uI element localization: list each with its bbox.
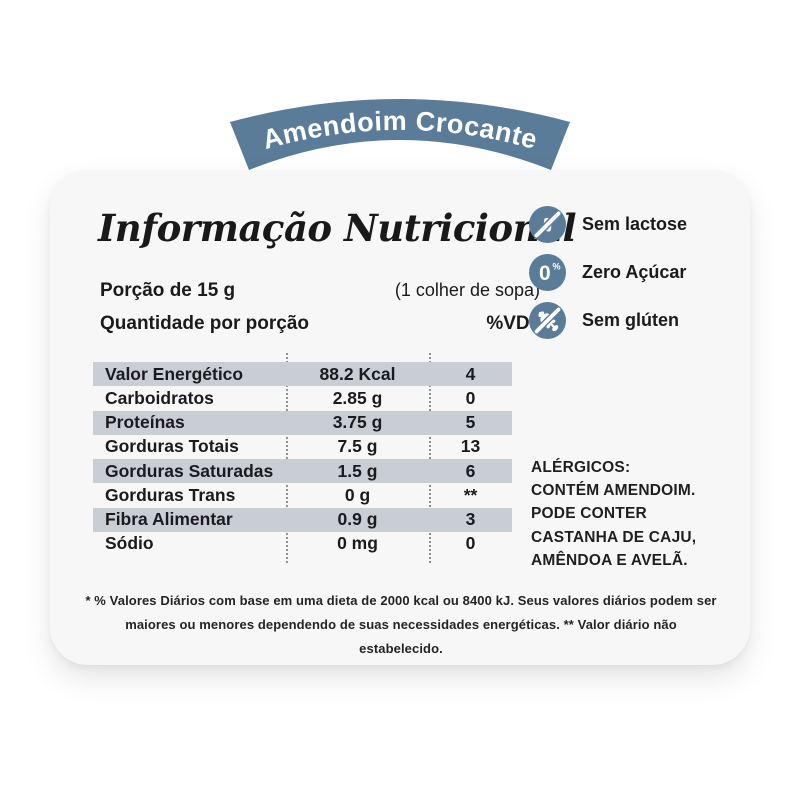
nutrient-name: Carboidratos [105, 387, 214, 408]
ribbon-banner-shape: Amendoim Crocante [230, 99, 570, 170]
table-row: Proteínas 3.75 g 5 [93, 410, 512, 435]
allergen-line: CASTANHA DE CAJU, [531, 528, 697, 546]
no-lactose-icon [529, 206, 566, 243]
nutrient-dv: 4 [465, 363, 476, 384]
portion-row: Porção de 15 g (1 colher de sopa) [100, 280, 540, 302]
column-divider [286, 353, 288, 563]
allergen-line: PODE CONTER [531, 505, 647, 523]
nutrition-card: Informação Nutricional Porção de 15 g (1… [50, 170, 750, 665]
nutrient-value: 7.5 g [337, 436, 378, 457]
claim-badges: Sem lactose 0 % Zero Açúcar [529, 206, 687, 339]
nutrition-table: Valor Energético 88.2 Kcal 4 Carboidrato… [93, 362, 512, 556]
no-gluten-icon [529, 302, 566, 339]
nutrient-value: 0 mg [337, 533, 378, 554]
nutrient-name: Gorduras Trans [105, 484, 236, 505]
allergen-statement: ALÉRGICOS: CONTÉM AMENDOIM. PODE CONTER … [531, 456, 696, 572]
nutrient-dv: 0 [465, 387, 476, 408]
nutrient-dv: 0 [465, 533, 476, 554]
nutrient-name: Gorduras Totais [105, 436, 239, 457]
nutrient-dv: 5 [465, 412, 476, 433]
table-row: Gorduras Trans 0 g ** [93, 483, 512, 507]
nutrient-dv: 6 [465, 460, 476, 481]
badge-no-gluten: Sem glúten [529, 302, 687, 339]
daily-values-footnote: * % Valores Diários com base em uma diet… [85, 593, 717, 656]
daily-value-header: %VD* [486, 313, 537, 334]
badge-label: Sem glúten [582, 310, 680, 330]
nutrient-name: Gorduras Saturadas [105, 460, 274, 481]
table-row: Carboidratos 2.85 g 0 [93, 386, 512, 410]
allergen-line: ALÉRGICOS: [531, 459, 631, 476]
nutrient-value: 88.2 Kcal [319, 363, 396, 384]
nutrient-dv: ** [463, 484, 478, 505]
nutrient-value: 0.9 g [337, 509, 378, 530]
nutrient-value: 0 g [344, 484, 371, 505]
nutrient-value: 2.85 g [332, 387, 383, 408]
allergen-line: CONTÉM AMENDOIM. [531, 482, 696, 500]
nutrient-name: Valor Energético [105, 363, 244, 384]
table-row: Valor Energético 88.2 Kcal 4 [93, 362, 512, 387]
badge-label: Sem lactose [582, 214, 688, 234]
table-row: Fibra Alimentar 0.9 g 3 [93, 507, 512, 532]
nutrient-dv: 13 [460, 436, 481, 457]
table-header-row: Quantidade por porção %VD* [100, 313, 537, 335]
badge-no-lactose: Sem lactose [529, 206, 687, 243]
zero-sugar-zero: 0 [539, 262, 551, 285]
portion-note: (1 colher de sopa) [394, 280, 540, 300]
zero-sugar-percent: % [553, 262, 561, 272]
nutrition-title: Informação Nutricional [98, 206, 577, 250]
nutrient-name: Fibra Alimentar [105, 509, 233, 530]
table-row: Gorduras Saturadas 1.5 g 6 [93, 459, 512, 484]
badge-label: Zero Açúcar [582, 262, 687, 282]
nutrient-value: 3.75 g [332, 412, 383, 433]
column-divider [429, 353, 431, 563]
nutrient-name: Proteínas [105, 412, 185, 433]
table-row: Gorduras Totais 7.5 g 13 [93, 435, 512, 459]
nutrient-name: Sódio [105, 533, 154, 554]
badge-zero-sugar: 0 % Zero Açúcar [529, 254, 687, 291]
nutrient-dv: 3 [465, 509, 476, 530]
table-row: Sódio 0 mg 0 [93, 532, 512, 556]
zero-sugar-icon: 0 % [529, 254, 566, 291]
portion-size: Porção de 15 g [100, 280, 236, 301]
product-ribbon: Amendoim Crocante [230, 96, 570, 174]
quantity-header: Quantidade por porção [100, 313, 310, 334]
allergen-line: AMÊNDOA E AVELÃ. [531, 551, 688, 569]
nutrient-value: 1.5 g [337, 460, 378, 481]
